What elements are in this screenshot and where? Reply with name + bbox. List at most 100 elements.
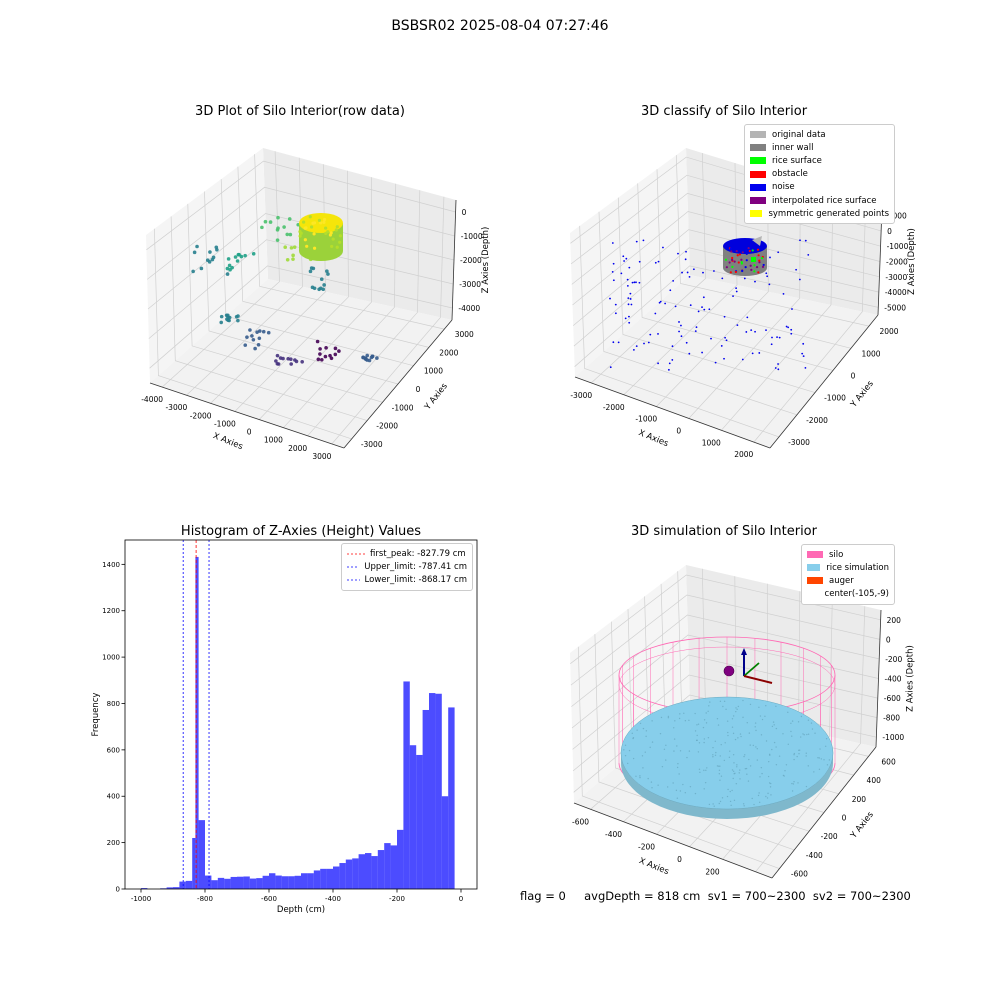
raw-back-right-pane	[263, 148, 456, 320]
histogram-bar	[288, 876, 295, 889]
histogram-bar	[441, 796, 449, 889]
raw-data-point	[288, 232, 293, 237]
rice-simulation-point	[676, 766, 679, 769]
histogram-bar	[275, 875, 282, 889]
classify-z-tick-label: -3000	[885, 273, 907, 282]
legend-swatch	[807, 551, 823, 559]
rice-simulation-point	[742, 699, 744, 702]
noise-point	[777, 368, 780, 371]
classify-floor-pane	[575, 275, 878, 448]
raw-data-point	[323, 354, 328, 359]
simulation-legend-label: silo	[829, 549, 844, 560]
rice-simulation-point	[768, 782, 771, 784]
depth-histogram[interactable]: -1000 -800 -600 -400 -200 0 0 200 400 600 800 1000 1…	[80, 530, 490, 920]
rice-simulation-point	[791, 735, 793, 737]
classify-surface-point	[745, 249, 748, 252]
rice-simulation-point	[673, 727, 675, 729]
rice-simulation-point	[798, 753, 800, 755]
histogram-bar	[371, 856, 378, 889]
rice-simulation-point	[698, 768, 701, 770]
classify-x-tick-label: -1000	[635, 415, 657, 424]
legend-swatch	[807, 591, 819, 598]
noise-point	[635, 281, 637, 284]
rice-simulation-point	[771, 748, 773, 751]
histogram-bar	[224, 878, 231, 889]
classify-legend-label: symmetric generated points	[768, 208, 889, 219]
classify-surface-point	[751, 249, 754, 252]
classify-3d-scatter[interactable]: -3000 -2000 -1000 0 1000 2000 -3000 -2000 -1000 0…	[500, 130, 1000, 470]
rice-simulation-point	[824, 745, 827, 748]
raw-z-gridline	[146, 160, 456, 251]
rice-simulation-point	[731, 726, 734, 728]
histogram-legend-item: Lower_limit: -868.17 cm	[347, 573, 467, 586]
noise-point	[672, 280, 675, 282]
raw-data-point	[333, 352, 338, 357]
classify-surface-point	[748, 249, 751, 253]
rice-simulation-point	[758, 792, 760, 794]
rice-simulation-point	[642, 727, 645, 730]
sim-x-gridline	[755, 606, 866, 873]
legend-swatch	[750, 170, 766, 178]
rice-simulation-point	[635, 775, 637, 777]
raw-3d-scatter[interactable]: -4000-3000-2000-10000100020003000-3000-2…	[0, 130, 500, 470]
histogram-legend-item: first_peak: -827.79 cm	[347, 547, 467, 560]
classify-z-axis-label: Z Axies (Depth)	[907, 228, 917, 295]
rice-simulation-point	[659, 732, 662, 735]
rice-simulation-point	[828, 759, 831, 761]
rice-simulation-point	[725, 708, 727, 711]
raw-y-axis-line	[343, 319, 453, 449]
legend-swatch	[750, 210, 763, 218]
noise-point	[611, 242, 614, 244]
sim-z-tick-label: -400	[885, 675, 902, 684]
raw-data-point	[251, 251, 256, 256]
classify-z-tick-label: 0	[887, 227, 892, 236]
raw-x-axis-line	[149, 382, 345, 449]
rice-simulation-point	[761, 718, 764, 721]
rice-simulation-point	[632, 737, 634, 740]
histogram-bar	[384, 843, 391, 889]
classify-surface-point	[760, 256, 764, 260]
raw-data-point	[235, 259, 240, 263]
raw-surface-point	[331, 237, 335, 241]
rice-simulation-point	[791, 782, 793, 785]
rice-simulation-point	[787, 711, 789, 714]
classify-y-axis-label: Y Axies	[848, 379, 876, 411]
noise-point	[694, 330, 697, 333]
noise-point	[795, 268, 798, 271]
classify-legend-item: interpolated rice surface	[750, 194, 889, 207]
rice-simulation-point	[657, 784, 659, 786]
rice-simulation-point	[811, 728, 814, 730]
noise-point	[649, 333, 652, 336]
noise-point	[692, 268, 695, 271]
histogram-bars	[141, 556, 455, 889]
histogram-bar	[192, 837, 196, 889]
raw-data-point	[326, 272, 330, 276]
raw-data-point	[291, 257, 295, 261]
raw-data-point	[226, 257, 231, 261]
classify-x-tick-label: 2000	[734, 450, 753, 459]
sim-z-axis-line	[875, 609, 882, 748]
classify-x-tick-label: 1000	[702, 438, 721, 447]
simulation-legend-item: rice simulation	[807, 561, 889, 574]
noise-point	[623, 260, 626, 262]
noise-point	[662, 246, 664, 249]
sim-y-tick-label: 400	[867, 776, 882, 785]
rice-simulation-point	[768, 760, 770, 763]
raw-surface-point	[335, 225, 339, 229]
noise-point	[629, 292, 632, 295]
rice-simulation-point	[797, 721, 800, 723]
simulation-legend-label: center(-105,-9)	[824, 589, 889, 600]
legend-swatch	[750, 183, 766, 191]
raw-data-point	[278, 356, 283, 360]
noise-point	[654, 261, 657, 264]
rice-simulation-point	[775, 705, 777, 708]
simulation-3d-plot[interactable]: -600-400-2000200400-600-400-200020040060…	[500, 545, 1000, 880]
noise-point	[617, 341, 620, 344]
legend-swatch	[807, 577, 823, 585]
rice-simulation-point	[817, 757, 819, 759]
classify-axes-box: -3000 -2000 -1000 0 1000 2000 -3000 -2000 -1000 0…	[570, 148, 917, 459]
noise-point	[725, 339, 728, 342]
rice-simulation-point	[748, 758, 750, 761]
histogram-bar	[195, 556, 199, 889]
sim-y-gridline	[577, 646, 780, 869]
